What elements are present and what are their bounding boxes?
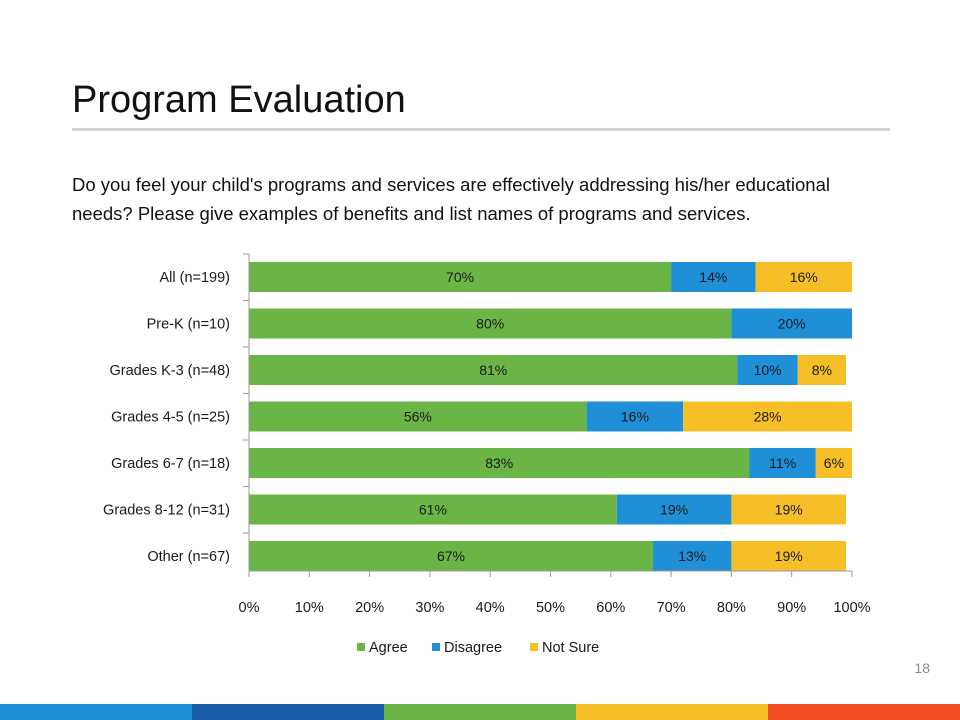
data-label: 6% <box>824 455 844 471</box>
data-label: 81% <box>479 362 507 378</box>
footer-segment <box>192 704 384 720</box>
title-divider <box>72 128 890 131</box>
bar-segment <box>249 541 654 571</box>
data-label: 16% <box>790 269 818 285</box>
data-label: 10% <box>754 362 782 378</box>
x-tick-label: 0% <box>239 600 260 616</box>
footer-segment <box>768 704 960 720</box>
x-tick-label: 70% <box>657 600 686 616</box>
bar-segment <box>249 448 750 478</box>
slide-title: Program Evaluation <box>72 79 406 121</box>
bar-segment <box>731 541 846 571</box>
page-number: 18 <box>914 660 930 676</box>
bar-segment <box>653 541 732 571</box>
category-label: Grades 4-5 (n=25) <box>111 410 230 426</box>
data-label: 83% <box>485 455 513 471</box>
legend-swatch <box>530 643 538 651</box>
bar-segment <box>797 355 846 385</box>
data-label: 8% <box>812 362 832 378</box>
data-label: 13% <box>678 548 706 564</box>
bar-segment <box>249 401 587 432</box>
x-tick-label: 60% <box>596 600 625 616</box>
data-label: 20% <box>778 316 806 332</box>
data-label: 67% <box>437 548 465 564</box>
survey-question: Do you feel your child's programs and se… <box>72 174 830 224</box>
legend-label: Agree <box>369 640 408 656</box>
category-label: Grades K-3 (n=48) <box>110 363 231 379</box>
data-label: 19% <box>660 502 688 518</box>
x-tick-label: 90% <box>777 600 806 616</box>
data-label: 61% <box>419 502 447 518</box>
data-label: 28% <box>754 409 782 425</box>
x-tick-label: 30% <box>415 600 444 616</box>
bar-segment <box>586 401 684 432</box>
category-label: Grades 6-7 (n=18) <box>111 456 230 472</box>
bar-segment <box>249 355 738 385</box>
bar-segment <box>249 262 672 292</box>
bar-segment <box>815 448 852 478</box>
data-label: 16% <box>621 409 649 425</box>
footer-segment <box>576 704 768 720</box>
legend-swatch <box>357 643 365 651</box>
data-label: 80% <box>476 316 504 332</box>
category-label: Other (n=67) <box>147 549 230 565</box>
bar-segment <box>616 494 732 525</box>
data-label: 70% <box>446 269 474 285</box>
category-label: Grades 8-12 (n=31) <box>103 503 230 519</box>
bar-segment <box>671 262 756 292</box>
bar-segment <box>749 448 816 478</box>
x-tick-label: 40% <box>476 600 505 616</box>
x-tick-label: 10% <box>295 600 324 616</box>
legend-label: Not Sure <box>542 640 599 656</box>
x-tick-label: 80% <box>717 600 746 616</box>
legend-swatch <box>432 643 440 651</box>
bar-segment <box>249 308 732 339</box>
bar-segment <box>731 494 846 525</box>
data-label: 56% <box>404 409 432 425</box>
legend-label: Disagree <box>444 640 502 656</box>
footer-segment <box>0 704 192 720</box>
data-label: 14% <box>699 269 727 285</box>
bar-segment <box>683 401 852 432</box>
bar-segment <box>737 355 798 385</box>
bar-segment <box>249 494 617 525</box>
data-label: 19% <box>775 548 803 564</box>
data-label: 11% <box>769 455 796 471</box>
data-label: 19% <box>775 502 803 518</box>
category-label: Pre-K (n=10) <box>147 317 230 333</box>
footer-segment <box>384 704 576 720</box>
bar-segment <box>731 308 852 339</box>
x-tick-label: 50% <box>536 600 565 616</box>
x-tick-label: 20% <box>355 600 384 616</box>
category-label: All (n=199) <box>159 270 230 286</box>
bar-segment <box>755 262 852 292</box>
x-tick-label: 100% <box>833 600 870 616</box>
footer-color-bar <box>0 704 960 720</box>
